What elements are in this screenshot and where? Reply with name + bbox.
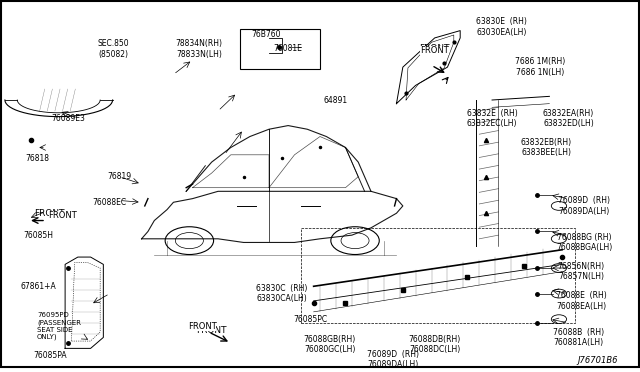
Text: 76818: 76818 — [26, 154, 50, 163]
Text: 76088B  (RH)
760881A(LH): 76088B (RH) 760881A(LH) — [552, 328, 604, 347]
Text: SEC.850
(85082): SEC.850 (85082) — [97, 39, 129, 58]
Text: FRONT: FRONT — [188, 322, 216, 331]
Text: 76B760: 76B760 — [251, 30, 280, 39]
Text: 76088GB(RH)
76080GC(LH): 76088GB(RH) 76080GC(LH) — [303, 335, 356, 355]
Text: 76088BG (RH)
76088BGA(LH): 76088BG (RH) 76088BGA(LH) — [556, 233, 612, 252]
Text: 76088EC: 76088EC — [93, 198, 127, 207]
Text: 76819: 76819 — [108, 172, 131, 181]
Text: FRONT: FRONT — [34, 209, 65, 218]
Text: 76088E  (RH)
76088EA(LH): 76088E (RH) 76088EA(LH) — [556, 291, 607, 311]
Text: 76856N(RH)
76857N(LH): 76856N(RH) 76857N(LH) — [557, 262, 605, 281]
Text: 76095PD
(PASSENGER
SEAT SIDE
ONLY): 76095PD (PASSENGER SEAT SIDE ONLY) — [37, 312, 81, 340]
Text: 63832EA(RH)
63832ED(LH): 63832EA(RH) 63832ED(LH) — [543, 109, 594, 128]
Text: FRONT: FRONT — [49, 211, 77, 219]
Text: 63832E  (RH)
63B32EC(LH): 63832E (RH) 63B32EC(LH) — [467, 109, 517, 128]
Text: 63830C  (RH)
63830CA(LH): 63830C (RH) 63830CA(LH) — [256, 284, 307, 303]
Text: FRONT: FRONT — [196, 326, 227, 335]
Text: 78834N(RH)
78833N(LH): 78834N(RH) 78833N(LH) — [175, 39, 223, 58]
Text: 7686 1M(RH)
7686 1N(LH): 7686 1M(RH) 7686 1N(LH) — [515, 57, 565, 77]
Text: 76089E3: 76089E3 — [51, 114, 85, 123]
Text: 76085PC: 76085PC — [293, 315, 328, 324]
Text: 76085PA: 76085PA — [33, 351, 67, 360]
Text: 76089D  (RH)
76089DA(LH): 76089D (RH) 76089DA(LH) — [559, 196, 611, 216]
Bar — [301, 228, 575, 323]
Text: 76088DB(RH)
76088DC(LH): 76088DB(RH) 76088DC(LH) — [408, 335, 461, 355]
Text: J76701B6: J76701B6 — [577, 356, 618, 365]
Text: FRONT: FRONT — [419, 44, 450, 53]
Text: FRONT: FRONT — [420, 46, 449, 55]
Text: 63830E  (RH)
63030EA(LH): 63830E (RH) 63030EA(LH) — [476, 17, 527, 37]
Text: 76081E: 76081E — [274, 44, 303, 53]
Text: 67861+A: 67861+A — [20, 282, 56, 291]
Text: 76085H: 76085H — [23, 231, 53, 240]
Text: 64891: 64891 — [324, 96, 348, 105]
Text: 63832EB(RH)
6383BEE(LH): 63832EB(RH) 6383BEE(LH) — [521, 138, 572, 157]
FancyBboxPatch shape — [241, 29, 320, 69]
Text: 76089D  (RH)
76089DA(LH): 76089D (RH) 76089DA(LH) — [367, 350, 419, 369]
